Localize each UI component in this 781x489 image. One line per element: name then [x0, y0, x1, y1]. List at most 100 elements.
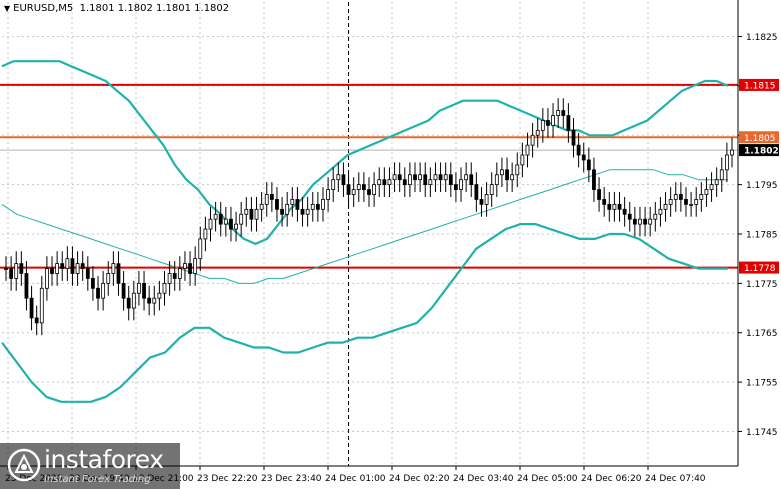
- x-tick-label: 24 Dec 05:00: [517, 474, 578, 484]
- candle: [413, 162, 417, 193]
- candle: [627, 201, 632, 232]
- bollinger-lower-line: [1, 223, 728, 403]
- candle: [602, 187, 607, 217]
- candle-body: [540, 120, 545, 131]
- candle-body: [617, 203, 622, 210]
- candle: [331, 167, 336, 202]
- level-tag: [739, 261, 779, 274]
- candle: [372, 172, 377, 207]
- candle-body: [719, 169, 724, 181]
- candle: [142, 271, 146, 311]
- candle: [730, 137, 734, 168]
- level-tag-label: 1.1778: [744, 264, 776, 274]
- candle: [448, 162, 453, 197]
- candle-body: [397, 174, 402, 181]
- candle-body: [321, 199, 325, 210]
- candle: [147, 285, 152, 316]
- candle: [724, 142, 729, 183]
- candle-body: [290, 199, 295, 205]
- candle-body: [9, 268, 14, 279]
- candle: [55, 251, 60, 286]
- candle: [162, 271, 167, 306]
- y-tick-label: 1.1785: [746, 231, 778, 241]
- candle-body: [372, 184, 377, 195]
- candle: [341, 162, 346, 197]
- candle-body: [29, 297, 34, 319]
- candle-body: [111, 263, 116, 274]
- candle: [351, 177, 356, 207]
- candle: [188, 251, 192, 286]
- candle: [9, 256, 14, 291]
- watermark: instaforex Instant Forex Trading: [0, 443, 180, 489]
- candle-body: [581, 154, 586, 161]
- candle-body: [571, 129, 576, 146]
- candle: [137, 271, 141, 306]
- candle: [576, 132, 581, 168]
- candle-body: [275, 199, 279, 210]
- candle-body: [34, 317, 39, 324]
- bollinger-middle-line: [1, 169, 728, 284]
- candle-body: [699, 194, 704, 200]
- candle-body: [689, 203, 693, 206]
- x-tick-label: 24 Dec 06:20: [581, 474, 642, 484]
- level-tag: [739, 78, 779, 91]
- candle-body: [147, 297, 152, 304]
- candle: [310, 192, 315, 222]
- candle: [597, 177, 601, 212]
- candle-body: [285, 203, 290, 215]
- candle-body: [341, 174, 346, 186]
- candle-body: [377, 179, 382, 186]
- candle: [34, 305, 39, 336]
- watermark-tagline: Instant Forex Trading: [44, 474, 151, 485]
- candle: [39, 275, 44, 336]
- candle: [172, 261, 177, 291]
- candle-body: [684, 199, 688, 205]
- candle: [321, 187, 325, 222]
- candle-body: [183, 263, 187, 269]
- candle-body: [91, 278, 95, 289]
- candle-body: [643, 218, 647, 225]
- candle: [121, 271, 126, 311]
- candle: [259, 192, 264, 222]
- candle: [193, 246, 198, 286]
- candle-body: [39, 287, 44, 324]
- candle: [208, 206, 213, 242]
- x-tick-label: 24 Dec 01:00: [325, 474, 386, 484]
- x-tick-label: 23 Dec 23:40: [261, 474, 322, 484]
- candle: [131, 280, 136, 321]
- candle: [157, 280, 162, 311]
- candle-body: [556, 110, 561, 116]
- dropdown-triangle-icon[interactable]: ▼: [4, 4, 11, 13]
- candle-body: [418, 174, 423, 181]
- candle: [111, 251, 116, 286]
- candle: [244, 196, 249, 227]
- candle: [346, 172, 351, 207]
- candle: [75, 251, 80, 286]
- candle-body: [592, 169, 596, 190]
- x-tick-label: 24 Dec 03:40: [453, 474, 514, 484]
- candle: [29, 285, 34, 331]
- candle-body: [525, 144, 530, 156]
- price-labels: 1.1815 1.1805 1.1778 1.1802: [739, 78, 779, 274]
- candle-body: [70, 258, 75, 274]
- candle-body: [459, 179, 463, 190]
- candle-body: [142, 282, 146, 299]
- candle: [699, 182, 704, 212]
- candle-body: [203, 228, 208, 240]
- candle: [234, 211, 238, 242]
- candle-body: [96, 287, 100, 299]
- candle-body: [121, 282, 126, 299]
- candle: [571, 118, 576, 158]
- candle-body: [678, 194, 683, 200]
- candle-body: [597, 189, 601, 200]
- candle-body: [229, 218, 233, 230]
- candle: [106, 261, 111, 296]
- candle: [464, 162, 469, 193]
- candle-body: [193, 258, 198, 274]
- candle-body: [648, 218, 653, 225]
- candle-body: [208, 218, 213, 230]
- candle: [229, 206, 233, 242]
- candle: [694, 187, 699, 217]
- candle: [177, 256, 182, 291]
- candle-body: [546, 120, 550, 126]
